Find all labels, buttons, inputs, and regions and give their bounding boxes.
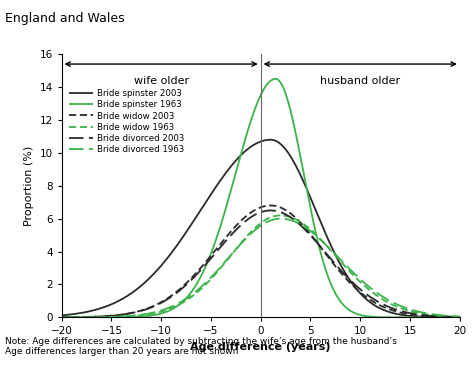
- Bride divorced 1963: [446, 313, 451, 318]
- Line: Bride spinster 1963: Bride spinster 1963: [62, 79, 460, 317]
- Line: Bride divorced 1963: Bride divorced 1963: [62, 219, 460, 317]
- Bride widow 2003: [59, 315, 64, 320]
- Bride spinster 2003: [268, 137, 273, 142]
- Bride widow 1963: [373, 292, 378, 297]
- Text: husband older: husband older: [320, 75, 401, 86]
- Bride spinster 2003: [457, 315, 463, 320]
- Bride widow 2003: [268, 203, 273, 208]
- Bride divorced 2003: [446, 315, 451, 319]
- Line: Bride spinster 2003: Bride spinster 2003: [62, 140, 460, 317]
- Bride divorced 1963: [373, 289, 378, 294]
- Bride widow 2003: [446, 315, 451, 319]
- Bride divorced 2003: [457, 315, 463, 319]
- Bride spinster 1963: [373, 315, 378, 319]
- Bride spinster 2003: [59, 313, 64, 318]
- Text: England and Wales: England and Wales: [5, 12, 124, 25]
- Bride widow 1963: [446, 314, 451, 319]
- Bride divorced 2003: [268, 208, 273, 213]
- Legend: Bride spinster 2003, Bride spinster 1963, Bride widow 2003, Bride widow 1963, Br: Bride spinster 2003, Bride spinster 1963…: [65, 86, 188, 158]
- Bride widow 1963: [59, 315, 64, 320]
- Bride divorced 1963: [446, 313, 451, 318]
- Bride divorced 2003: [79, 315, 85, 319]
- Bride widow 2003: [446, 315, 451, 319]
- Text: wife older: wife older: [134, 75, 189, 86]
- Bride spinster 1963: [59, 315, 64, 320]
- Bride spinster 1963: [457, 315, 463, 320]
- Bride spinster 2003: [242, 149, 247, 154]
- Bride divorced 2003: [446, 315, 451, 319]
- Bride widow 2003: [242, 215, 247, 220]
- Bride divorced 1963: [278, 216, 283, 221]
- Bride divorced 2003: [252, 212, 258, 217]
- Bride divorced 2003: [59, 315, 64, 320]
- Line: Bride widow 2003: Bride widow 2003: [62, 205, 460, 317]
- Bride widow 1963: [446, 314, 451, 319]
- Line: Bride divorced 2003: Bride divorced 2003: [62, 211, 460, 317]
- Bride spinster 2003: [252, 142, 258, 146]
- Bride divorced 2003: [242, 219, 247, 224]
- Bride spinster 1963: [242, 139, 247, 144]
- Bride spinster 1963: [252, 106, 258, 111]
- Bride widow 1963: [252, 226, 258, 230]
- Bride widow 1963: [457, 315, 463, 319]
- Line: Bride widow 1963: Bride widow 1963: [62, 216, 460, 317]
- Y-axis label: Proportion (%): Proportion (%): [24, 146, 34, 226]
- Bride widow 1963: [278, 213, 283, 218]
- Bride widow 1963: [79, 315, 85, 320]
- Bride widow 1963: [242, 236, 247, 241]
- Bride spinster 2003: [373, 303, 378, 308]
- Text: Note: Age differences are calculated by subtracting the wife’s age from the husb: Note: Age differences are calculated by …: [5, 337, 397, 356]
- X-axis label: Age difference (years): Age difference (years): [191, 342, 331, 352]
- Bride widow 2003: [457, 315, 463, 320]
- Bride spinster 2003: [79, 310, 85, 315]
- Bride divorced 1963: [252, 228, 258, 232]
- Bride divorced 2003: [373, 298, 378, 303]
- Bride widow 2003: [252, 207, 258, 212]
- Bride divorced 1963: [59, 315, 64, 320]
- Bride spinster 1963: [446, 315, 451, 320]
- Bride widow 2003: [373, 301, 378, 305]
- Bride divorced 1963: [79, 315, 85, 320]
- Bride divorced 1963: [242, 238, 247, 242]
- Bride spinster 1963: [79, 315, 85, 320]
- Bride spinster 1963: [446, 315, 451, 320]
- Bride spinster 2003: [446, 315, 451, 320]
- Bride spinster 1963: [273, 77, 278, 81]
- Bride spinster 2003: [446, 315, 451, 320]
- Bride widow 2003: [79, 315, 85, 319]
- Bride divorced 1963: [457, 314, 463, 319]
